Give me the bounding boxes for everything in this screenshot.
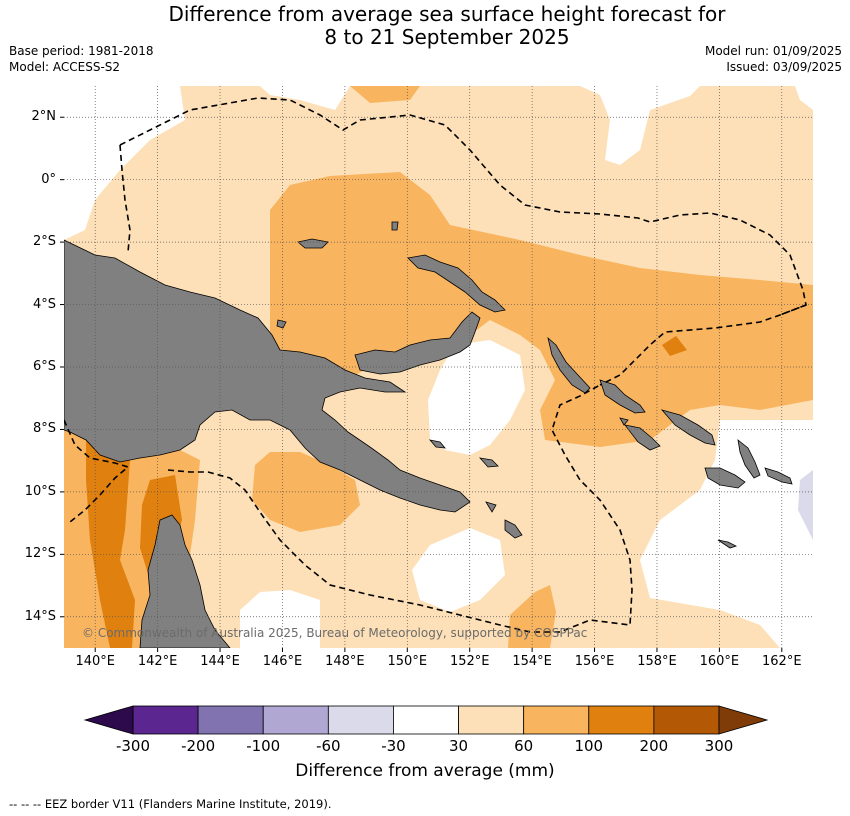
colorbar-segment xyxy=(653,705,720,735)
land-new-guinea xyxy=(64,239,471,513)
lat-tick-label: 0° xyxy=(41,171,56,187)
colorbar-title: Difference from average (mm) xyxy=(295,761,555,781)
title-line-1: Difference from average sea surface heig… xyxy=(168,2,726,26)
lon-tick-label: 142°E xyxy=(137,654,178,669)
coordinate-grid xyxy=(64,86,813,648)
eez-border-png xyxy=(119,97,807,386)
colorbar-extend-high xyxy=(718,705,769,735)
title-line-2: 8 to 21 September 2025 xyxy=(324,25,570,49)
sea-surface-height-map xyxy=(60,86,813,652)
near-average-region-coral-sea xyxy=(412,528,505,612)
land-makira xyxy=(764,467,793,485)
land-new-georgia xyxy=(624,424,661,451)
model-name: Model: ACCESS-S2 xyxy=(9,60,121,74)
land-bougainville xyxy=(547,336,591,394)
near-average-region-north-west xyxy=(64,86,185,240)
anomaly-60-100-region-gulf xyxy=(252,452,360,532)
colorbar-segment xyxy=(132,705,199,735)
land-santa-isabel xyxy=(660,409,716,446)
land-malaita xyxy=(737,439,761,479)
land-manus xyxy=(297,238,329,249)
lon-tick-label: 152°E xyxy=(449,654,490,669)
axis-ticks xyxy=(60,116,783,652)
lat-tick-label: 2°N xyxy=(31,109,57,125)
colorbar-segment xyxy=(327,705,394,735)
lon-tick-label: 162°E xyxy=(762,654,802,669)
colorbar-tick-label: 30 xyxy=(449,737,469,755)
below-average-region-east xyxy=(798,470,813,540)
colorbar-extend-low xyxy=(83,705,134,735)
colorbar-segment xyxy=(393,705,459,735)
land-new-britain xyxy=(354,311,481,375)
lat-tick-label: 12°S xyxy=(24,546,56,562)
colorbar-tick-label: 300 xyxy=(704,737,734,755)
eez-footnote: -- -- -- EEZ border V11 (Flanders Marine… xyxy=(9,797,332,811)
land-new-ireland xyxy=(407,254,506,313)
colorbar-tick-label: 100 xyxy=(574,737,604,755)
colorbar-tick-label: -30 xyxy=(381,737,406,755)
anomaly-100-200-region-east xyxy=(662,336,687,356)
lon-tick-label: 150°E xyxy=(387,654,428,669)
lat-tick-label: 2°S xyxy=(32,234,56,250)
near-average-region-solomon-sea xyxy=(428,340,525,455)
colorbar-tick-label: 200 xyxy=(639,737,669,755)
lat-tick-label: 4°S xyxy=(32,296,56,312)
lon-tick-label: 144°E xyxy=(200,654,240,669)
colorbar-tick-label: -100 xyxy=(246,737,281,755)
anomaly-60-100-region-north xyxy=(350,86,420,103)
lon-tick-label: 154°E xyxy=(512,654,552,669)
colorbar-segment xyxy=(262,705,329,735)
colorbar-segment xyxy=(523,705,590,735)
colorbar-tick-label: -200 xyxy=(181,737,216,755)
colorbar-tick-label: 60 xyxy=(514,737,534,755)
colorbar-segment xyxy=(197,705,264,735)
lon-tick-label: 140°E xyxy=(75,654,115,669)
lat-tick-label: 10°S xyxy=(24,483,56,499)
eez-border-south xyxy=(64,384,633,633)
colorbar-segment xyxy=(458,705,525,735)
near-average-region-north-east xyxy=(580,86,700,165)
land-cape-york xyxy=(139,514,231,648)
lat-tick-label: 6°S xyxy=(32,359,56,374)
lat-tick-label: 14°S xyxy=(24,608,56,624)
model-run: Model run: 01/09/2025 xyxy=(704,44,842,58)
near-average-region-south-west xyxy=(240,590,320,648)
lon-tick-label: 158°E xyxy=(637,654,677,669)
base-period: Base period: 1981-2018 xyxy=(9,44,154,58)
meta-right: Model run: 01/09/2025 Issued: 03/09/2025 xyxy=(705,43,842,75)
lon-tick-label: 160°E xyxy=(699,654,740,669)
copyright-notice: © Commonwealth of Australia 2025, Bureau… xyxy=(82,626,588,640)
eez-border-solomon xyxy=(779,304,807,316)
lon-tick-label: 148°E xyxy=(325,654,365,669)
lon-tick-label: 146°E xyxy=(262,654,303,669)
anomaly-60-100-region-central xyxy=(270,172,813,447)
near-average-region-far-north-east xyxy=(795,86,813,110)
colorbar-tick-label: -300 xyxy=(115,737,151,755)
issued-date: Issued: 03/09/2025 xyxy=(726,60,842,74)
eez-border-west xyxy=(119,144,131,253)
meta-left: Base period: 1981-2018 Model: ACCESS-S2 xyxy=(9,43,154,75)
lon-tick-label: 156°E xyxy=(574,654,615,669)
land-small-islands xyxy=(276,221,629,539)
land-guadalcanal xyxy=(704,467,746,489)
colorbar-tick-label: -60 xyxy=(316,737,341,755)
land-rennell xyxy=(717,539,738,549)
land-choiseul xyxy=(599,379,646,414)
anomaly-100-200-region-west xyxy=(86,425,135,648)
colorbar-segment xyxy=(588,705,655,735)
map-title: Difference from average sea surface heig… xyxy=(0,3,850,49)
lat-tick-label: 8°S xyxy=(32,421,56,437)
